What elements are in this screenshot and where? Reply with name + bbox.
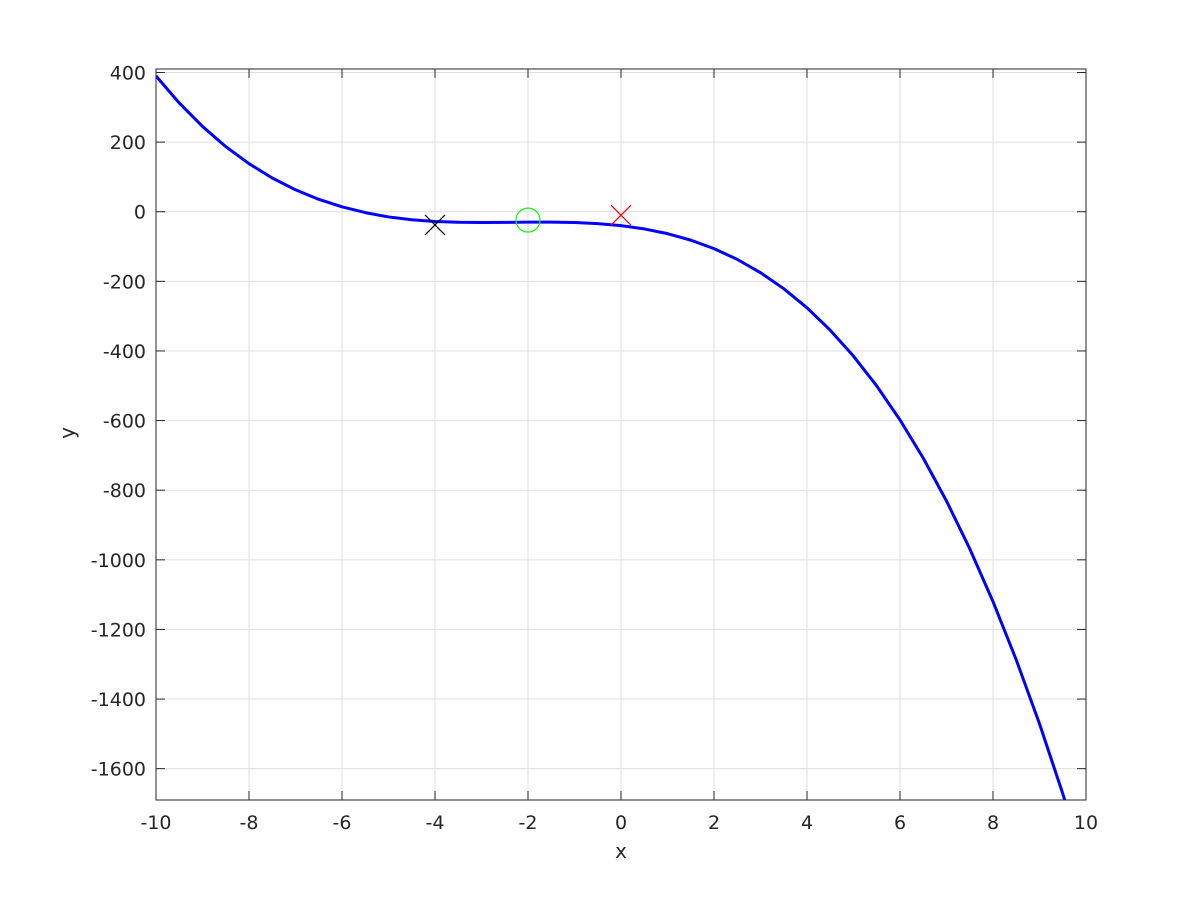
- y-tick-label: -1200: [91, 619, 146, 641]
- x-tick-label: 8: [987, 812, 999, 834]
- x-marker: [424, 214, 446, 236]
- y-tick-label: -1600: [91, 759, 146, 781]
- x-tick-label: 4: [801, 812, 813, 834]
- x-marker: [610, 204, 632, 226]
- y-tick-label: -800: [103, 480, 146, 502]
- y-axis-ticks: 400 200 0 -200 -400 -600 -800 -1000 -1200 -1400 -1…: [91, 62, 1086, 781]
- x-axis-label: x: [615, 839, 627, 863]
- y-tick-label: 200: [110, 132, 146, 154]
- x-tick-label: 2: [708, 812, 720, 834]
- y-tick-label: 400: [110, 62, 146, 84]
- y-axis-label: y: [55, 427, 79, 439]
- x-tick-label: -4: [426, 812, 445, 834]
- x-tick-label: 6: [894, 812, 906, 834]
- y-tick-label: -1000: [91, 550, 146, 572]
- circle-marker: [515, 207, 541, 233]
- y-tick-label: -600: [103, 411, 146, 433]
- grid: [155, 69, 1087, 800]
- series-line: [156, 74, 1067, 800]
- y-tick-label: 0: [134, 202, 146, 224]
- x-tick-label: -8: [240, 812, 259, 834]
- x-tick-label: 0: [615, 812, 627, 834]
- y-tick-label: -1400: [91, 689, 146, 711]
- x-tick-label: 10: [1074, 812, 1098, 834]
- series-layer: [156, 74, 1067, 800]
- x-axis-ticks: -10 -8 -6 -4 -2 0 2 4 6 8 10: [140, 69, 1098, 834]
- x-tick-label: -2: [519, 812, 538, 834]
- y-tick-label: -400: [103, 341, 146, 363]
- marker-layer: [424, 204, 632, 236]
- x-tick-label: -6: [333, 812, 352, 834]
- y-tick-label: -200: [103, 271, 146, 293]
- x-tick-label: -10: [140, 812, 171, 834]
